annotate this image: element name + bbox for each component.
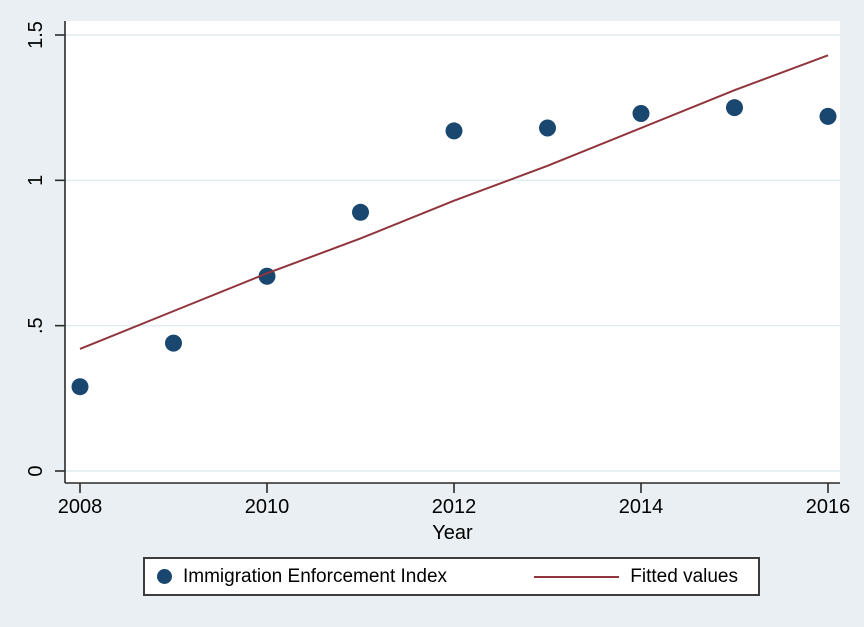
data-point — [352, 203, 369, 221]
x-tick-label: 2014 — [619, 496, 664, 518]
y-tick-label: .5 — [25, 317, 47, 334]
y-tick-label: 1.5 — [25, 21, 47, 49]
y-tick-label: 0 — [25, 465, 47, 476]
x-tick-label: 2008 — [58, 496, 103, 518]
legend-item-enforcement-index: Immigration Enforcement Index — [157, 566, 447, 588]
x-tick-label: 2016 — [806, 496, 851, 518]
data-point — [539, 119, 556, 137]
fitted-line-icon — [534, 575, 620, 578]
data-point — [632, 104, 650, 122]
scatter-dot-icon — [157, 569, 172, 584]
data-point — [819, 107, 837, 125]
data-point — [726, 99, 743, 117]
data-point — [165, 334, 182, 352]
legend-label-enforcement-index: Immigration Enforcement Index — [183, 565, 448, 587]
legend-item-fitted-values: Fitted values — [534, 566, 738, 588]
plot-background — [65, 21, 840, 483]
legend: Immigration Enforcement Index Fitted val… — [143, 557, 760, 596]
x-tick-label: 2012 — [432, 496, 477, 518]
y-tick-label: 1 — [25, 175, 47, 186]
plot-area: 0 .5 1 1.5 2008 2010 2012 2014 2016 Year — [25, 21, 851, 544]
fitted-line — [79, 54, 829, 350]
data-point — [71, 378, 89, 396]
data-point — [445, 122, 463, 140]
x-tick-label: 2010 — [245, 496, 290, 518]
legend-label-fitted-values: Fitted values — [630, 565, 738, 587]
x-axis-title: Year — [432, 522, 473, 544]
